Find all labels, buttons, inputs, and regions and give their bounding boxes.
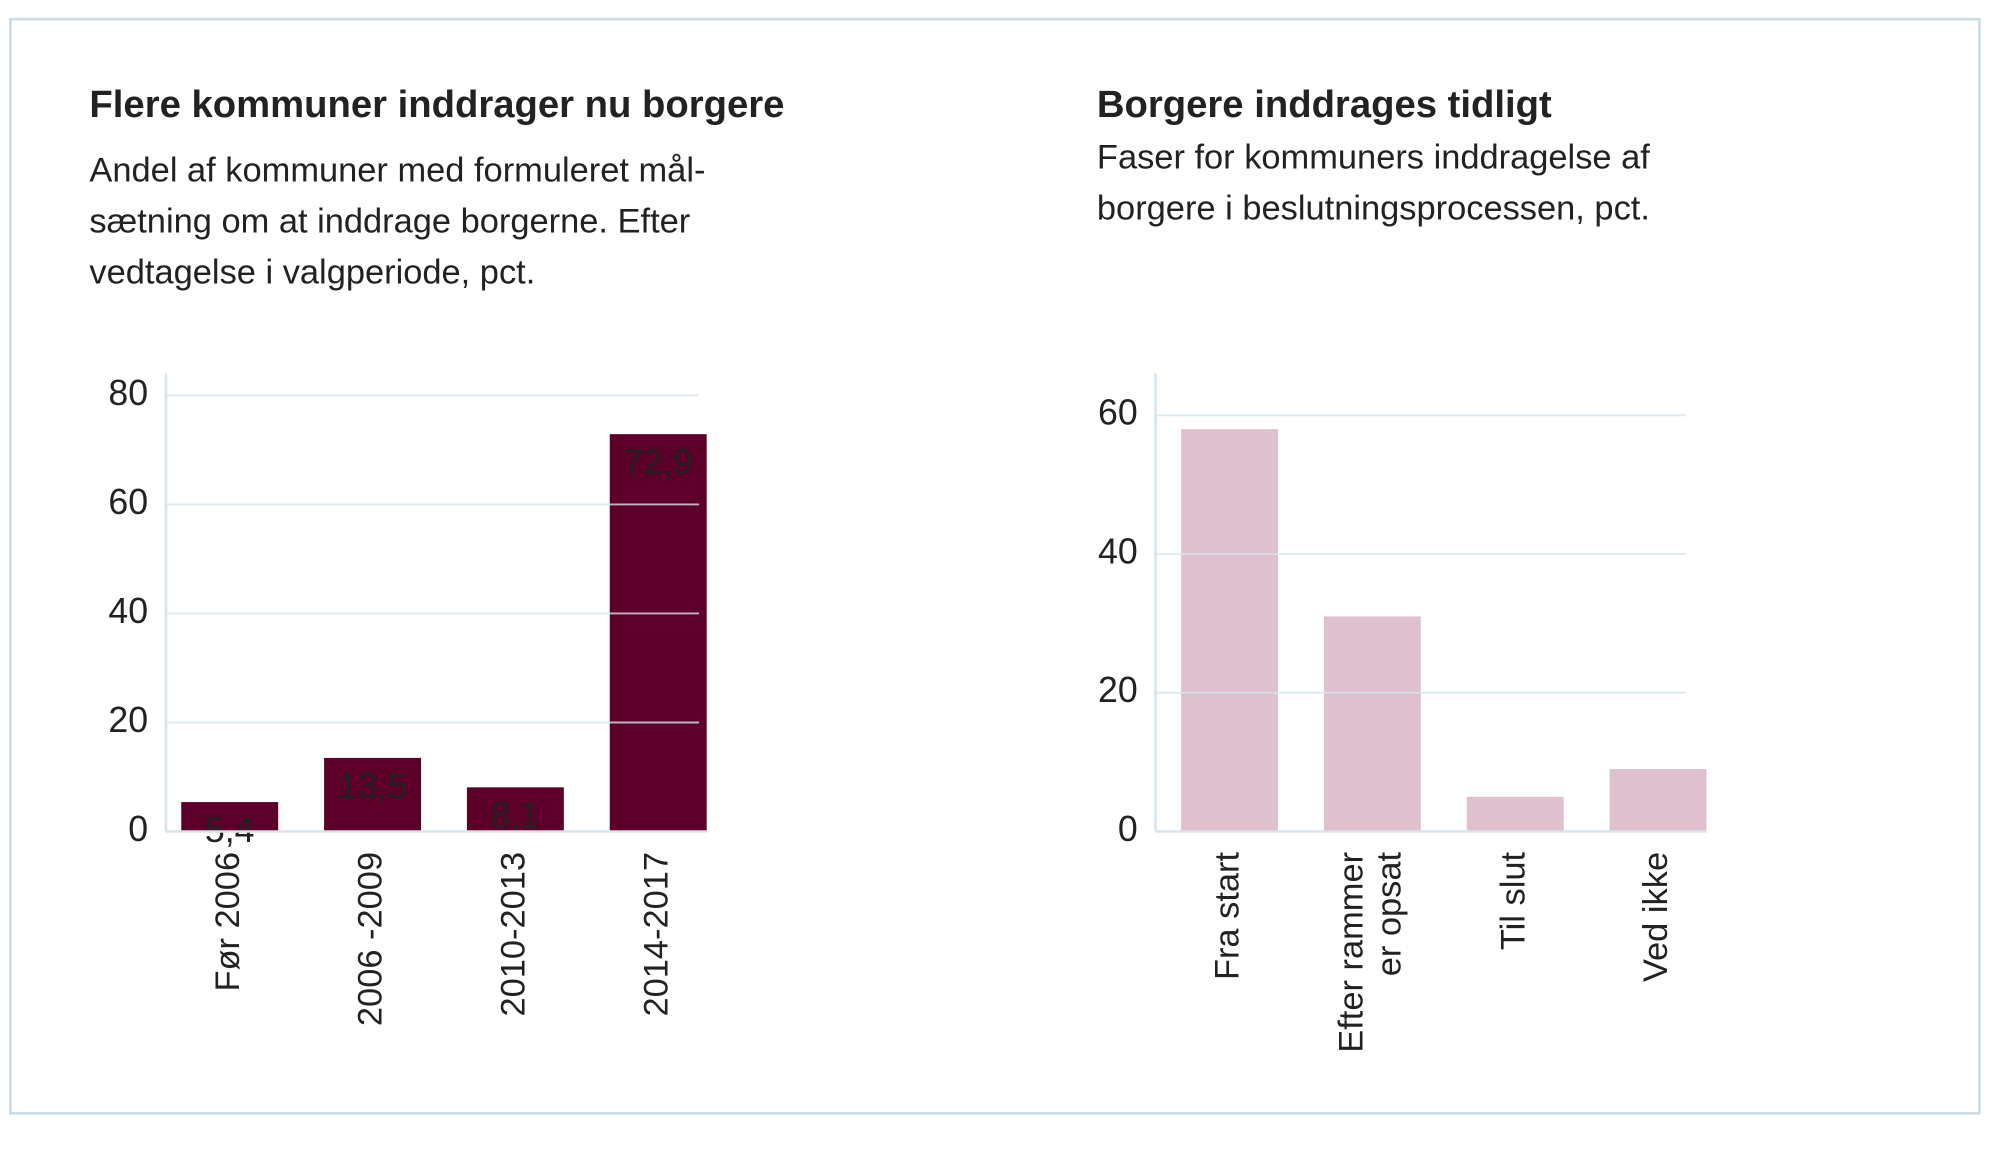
chart-title: Borgere inddrages tidligt [1097,83,1552,126]
value-label: 8,1 [491,795,541,835]
x-tick-label: 2010-2013 [494,852,532,1017]
y-tick-label: 0 [128,809,148,849]
value-label: 5,4 [205,810,255,850]
bar [609,434,707,832]
chart-subtitle: borgere i beslutningsprocessen, pct. [1097,190,1650,228]
value-label: 72,9 [623,442,692,482]
y-tick-label: 40 [1098,531,1138,571]
y-tick-label: 80 [108,373,148,413]
y-tick-label: 40 [108,591,148,631]
chart-title: Flere kommuner inddrager nu borgere [89,83,784,126]
bar [1181,429,1279,832]
x-tick-label: Før 2006 [209,852,247,992]
chart-subtitle: Faser for kommuners inddragelse af [1097,139,1650,177]
x-tick-label: Efter rammerer opsat [1333,851,1409,1052]
chart-subtitle: vedtagelse i valgperiode, pct. [89,253,535,291]
y-tick-label: 20 [108,700,148,740]
chart-subtitle: Andel af kommuner med formuleret mål- [89,151,705,189]
x-tick-label: Fra start [1209,851,1247,980]
bar [1323,616,1421,832]
y-tick-label: 20 [1098,670,1138,710]
x-tick-label: 2014-2017 [637,852,675,1017]
bar [181,802,279,832]
x-tick-label: 2006 -2009 [352,852,390,1026]
bar [1609,769,1707,832]
x-tick-label: Til slut [1494,851,1532,950]
y-tick-label: 0 [1118,809,1138,849]
y-tick-label: 60 [1098,393,1138,433]
x-tick-label: Ved ikke [1637,852,1675,982]
y-tick-label: 60 [108,482,148,522]
bar [324,757,422,832]
chart-subtitle: sætning om at inddrage borgerne. Efter [89,202,690,240]
bar [466,787,564,832]
frame [9,17,1981,1115]
value-label: 13,5 [338,766,407,806]
bar [1466,796,1564,832]
